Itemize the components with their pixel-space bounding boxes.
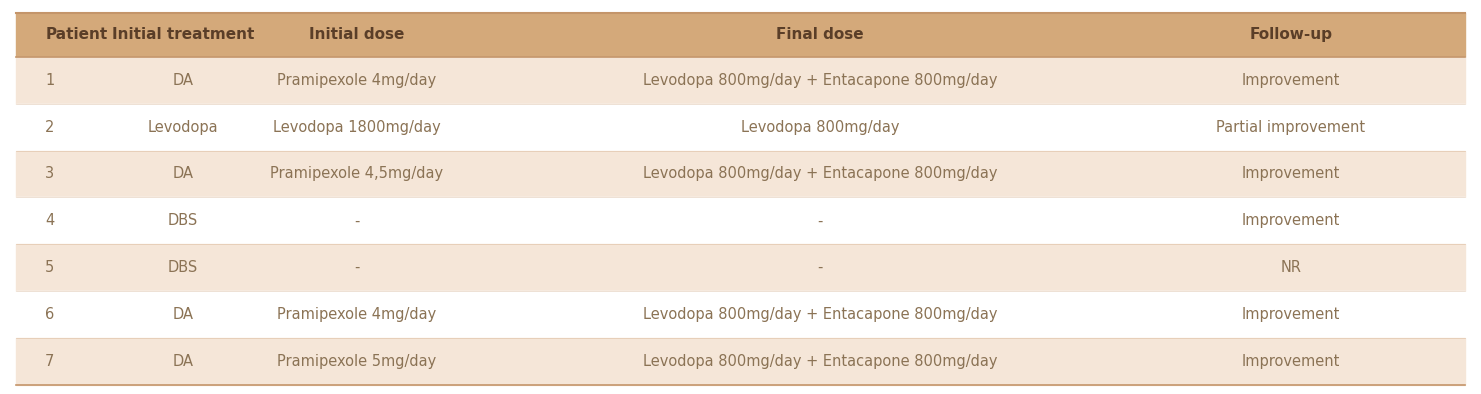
Bar bbox=[16, 57, 1465, 104]
Text: -: - bbox=[818, 260, 823, 275]
Text: 7: 7 bbox=[44, 354, 55, 369]
Text: Levodopa 800mg/day + Entacapone 800mg/day: Levodopa 800mg/day + Entacapone 800mg/da… bbox=[643, 167, 997, 182]
Text: -: - bbox=[354, 260, 360, 275]
Text: Improvement: Improvement bbox=[1241, 73, 1340, 88]
Text: Levodopa: Levodopa bbox=[148, 120, 218, 135]
Text: DBS: DBS bbox=[167, 260, 198, 275]
Bar bbox=[16, 244, 1465, 291]
Text: Partial improvement: Partial improvement bbox=[1216, 120, 1365, 135]
Text: Pramipexole 4,5mg/day: Pramipexole 4,5mg/day bbox=[270, 167, 443, 182]
Text: DA: DA bbox=[172, 167, 193, 182]
Text: Initial dose: Initial dose bbox=[310, 28, 404, 43]
Bar bbox=[16, 197, 1465, 244]
Bar bbox=[16, 291, 1465, 338]
Text: Patient: Patient bbox=[44, 28, 108, 43]
Text: -: - bbox=[354, 213, 360, 228]
Bar bbox=[16, 338, 1465, 385]
Text: Improvement: Improvement bbox=[1241, 354, 1340, 369]
Text: DA: DA bbox=[172, 354, 193, 369]
Text: 6: 6 bbox=[44, 307, 55, 322]
Text: Follow-up: Follow-up bbox=[1250, 28, 1333, 43]
Text: Improvement: Improvement bbox=[1241, 307, 1340, 322]
Bar bbox=[16, 13, 1465, 57]
Text: Final dose: Final dose bbox=[776, 28, 863, 43]
Text: Improvement: Improvement bbox=[1241, 167, 1340, 182]
Text: NR: NR bbox=[1281, 260, 1302, 275]
Text: DA: DA bbox=[172, 307, 193, 322]
Text: Levodopa 1800mg/day: Levodopa 1800mg/day bbox=[273, 120, 440, 135]
Text: DA: DA bbox=[172, 73, 193, 88]
Text: DBS: DBS bbox=[167, 213, 198, 228]
Text: Levodopa 800mg/day + Entacapone 800mg/day: Levodopa 800mg/day + Entacapone 800mg/da… bbox=[643, 307, 997, 322]
Text: 3: 3 bbox=[44, 167, 55, 182]
Text: Pramipexole 5mg/day: Pramipexole 5mg/day bbox=[277, 354, 437, 369]
Text: 4: 4 bbox=[44, 213, 55, 228]
Text: Pramipexole 4mg/day: Pramipexole 4mg/day bbox=[277, 73, 437, 88]
Bar bbox=[16, 104, 1465, 151]
Text: 2: 2 bbox=[44, 120, 55, 135]
Text: 1: 1 bbox=[44, 73, 55, 88]
Text: Levodopa 800mg/day + Entacapone 800mg/day: Levodopa 800mg/day + Entacapone 800mg/da… bbox=[643, 73, 997, 88]
Text: Improvement: Improvement bbox=[1241, 213, 1340, 228]
Text: 5: 5 bbox=[44, 260, 55, 275]
Text: Pramipexole 4mg/day: Pramipexole 4mg/day bbox=[277, 307, 437, 322]
Text: -: - bbox=[818, 213, 823, 228]
Text: Levodopa 800mg/day + Entacapone 800mg/day: Levodopa 800mg/day + Entacapone 800mg/da… bbox=[643, 354, 997, 369]
Text: Levodopa 800mg/day: Levodopa 800mg/day bbox=[740, 120, 899, 135]
Bar bbox=[16, 151, 1465, 197]
Text: Initial treatment: Initial treatment bbox=[111, 28, 253, 43]
